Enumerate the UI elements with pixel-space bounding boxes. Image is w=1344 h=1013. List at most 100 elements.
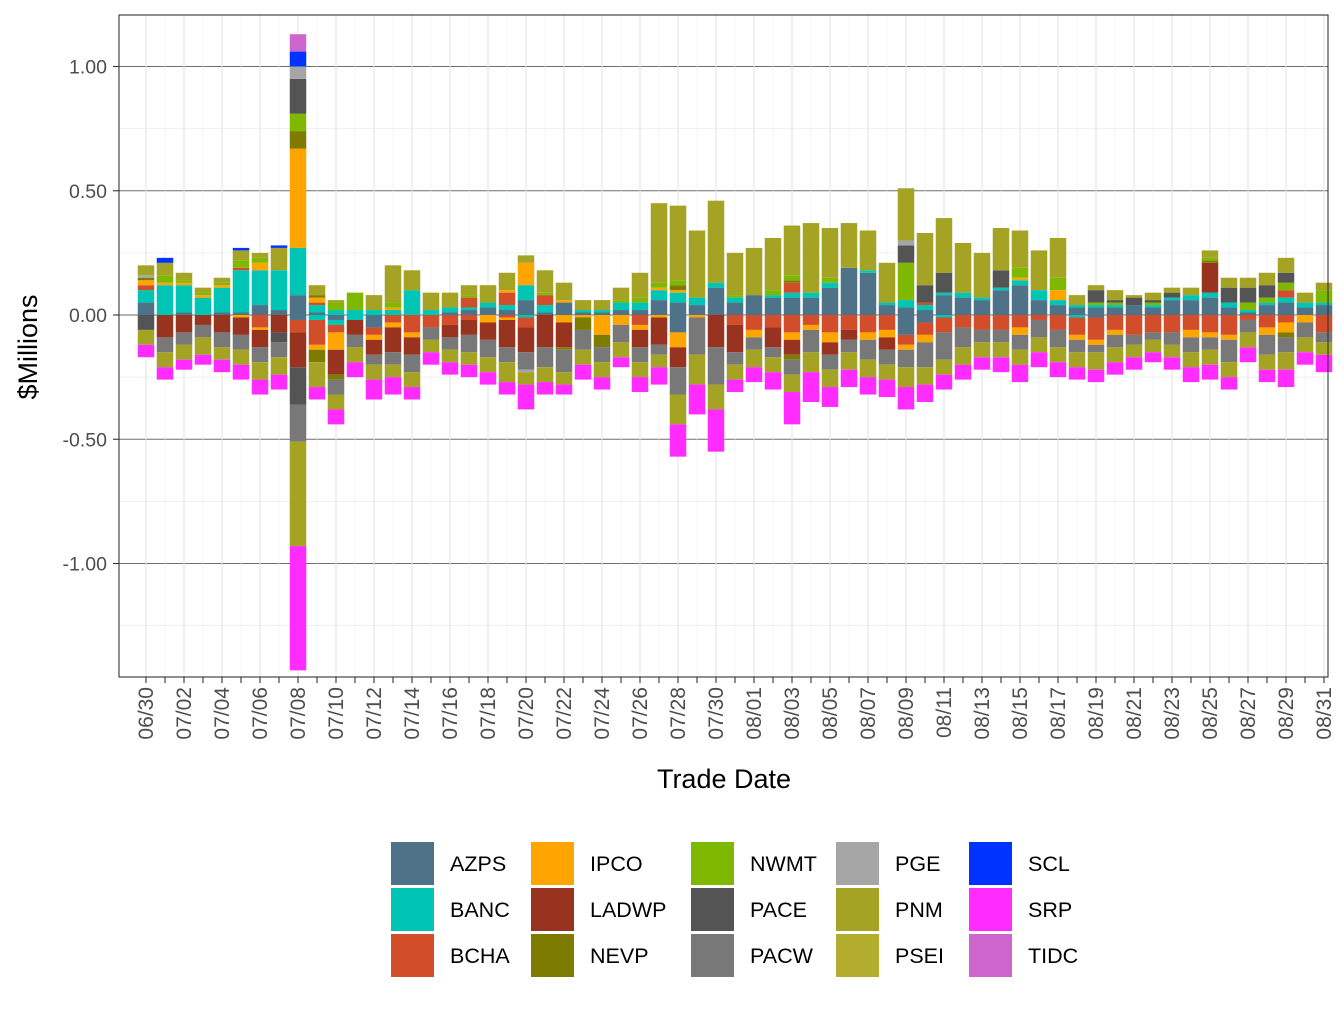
- legend-swatch: [691, 888, 734, 931]
- bar-segment-pnm: [517, 255, 535, 263]
- bar-segment-banc: [346, 315, 364, 320]
- bar-segment-bcha: [1106, 315, 1124, 330]
- bar-segment-nevp: [1277, 332, 1295, 338]
- bar-segment-azps: [308, 312, 326, 315]
- bar-segment-bcha: [916, 302, 934, 306]
- bar-segment-pnm: [631, 362, 649, 378]
- bar-segment-srp: [346, 362, 364, 378]
- bar-segment-azps: [536, 312, 554, 315]
- bar-segment-pnm: [270, 357, 288, 375]
- bar-segment-banc: [574, 310, 592, 313]
- bar-segment-banc: [251, 270, 269, 306]
- bar-segment-ipco: [859, 332, 877, 340]
- bar-segment-bcha: [536, 295, 554, 306]
- bar-segment-pnm: [1144, 339, 1162, 353]
- legend-swatch: [836, 934, 879, 977]
- bar-segment-pace: [935, 272, 953, 293]
- bar-segment-srp: [612, 357, 630, 368]
- bar-segment-azps: [916, 315, 934, 323]
- bar-segment-srp: [973, 357, 991, 370]
- bar-segment-srp: [1277, 369, 1295, 388]
- bar-segment-nwmt: [346, 292, 364, 311]
- x-tick-label: 08/19: [1085, 687, 1108, 740]
- legend-item-scl: SCL: [969, 842, 1070, 885]
- bar-segment-bcha: [517, 317, 535, 328]
- bar-segment-pnm: [688, 354, 706, 385]
- bar-segment-pnm: [783, 225, 801, 276]
- bar-segment-azps: [897, 315, 915, 335]
- bar-segment-bcha: [308, 319, 326, 345]
- bar-segment-pnm: [631, 272, 649, 298]
- bar-segment-pnm: [1087, 352, 1105, 370]
- x-tick-label: 08/27: [1237, 687, 1260, 740]
- bar-segment-pnm: [1182, 352, 1200, 368]
- bar-segment-srp: [669, 424, 687, 457]
- bar-segment-pnm: [1239, 277, 1257, 288]
- bar-segment-srp: [1163, 357, 1181, 370]
- bar-segment-banc: [726, 297, 744, 303]
- bar-segment-banc: [403, 290, 421, 315]
- bar-segment-srp: [1201, 364, 1219, 380]
- bar-segment-ladwp: [365, 339, 383, 355]
- bar-segment-pacw: [897, 349, 915, 368]
- bar-segment-nwmt: [213, 282, 231, 286]
- bar-segment-ladwp: [251, 329, 269, 348]
- bar-segment-pacw: [460, 334, 478, 353]
- bar-segment-nwmt: [1258, 297, 1276, 303]
- bar-segment-ladwp: [707, 315, 725, 348]
- bar-segment-ladwp: [384, 327, 402, 353]
- bar-segment-pnm: [441, 349, 459, 363]
- bar-segment-azps: [289, 315, 307, 320]
- x-tick-label: 08/09: [895, 687, 918, 740]
- bar-segment-pnm: [1030, 250, 1048, 291]
- bar-segment-banc: [308, 305, 326, 313]
- bar-segment-ipco: [384, 307, 402, 311]
- bar-segment-pnm: [1106, 347, 1124, 363]
- bar-segment-srp: [232, 364, 250, 380]
- bar-segment-pnm: [935, 218, 953, 273]
- bar-segment-srp: [441, 362, 459, 375]
- bar-segment-pacw: [327, 379, 345, 395]
- bar-segment-srp: [878, 379, 896, 398]
- bar-segment-bcha: [137, 285, 155, 291]
- bar-segment-srp: [707, 409, 725, 452]
- bar-segment-pnm: [1258, 272, 1276, 286]
- bar-segment-banc: [517, 315, 535, 318]
- bar-segment-pnm: [213, 347, 231, 360]
- legend-label: BCHA: [450, 944, 510, 968]
- bar-segment-pacw: [992, 329, 1010, 343]
- bar-segment-pnm: [384, 265, 402, 303]
- bar-segment-pace: [1220, 287, 1238, 303]
- bar-segment-pnm: [1277, 257, 1295, 273]
- bar-segment-bcha: [1049, 315, 1067, 330]
- bar-segment-azps: [213, 312, 231, 315]
- bar-segment-pnm: [612, 342, 630, 358]
- bar-segment-ipco: [308, 344, 326, 350]
- bar-segment-bcha: [992, 315, 1010, 330]
- bar-segment-pacw: [517, 352, 535, 370]
- bar-segment-pnm: [365, 295, 383, 311]
- bar-segment-pace: [1163, 292, 1181, 298]
- bar-segment-ipco: [897, 344, 915, 350]
- bar-segment-nwmt: [1277, 282, 1295, 291]
- bar-segment-banc: [783, 292, 801, 298]
- bar-segment-pnm: [308, 285, 326, 296]
- bar-segment-azps: [1087, 307, 1105, 315]
- bar-segment-pnm: [232, 349, 250, 365]
- x-tick-label: 07/06: [249, 687, 272, 740]
- y-axis: 1.00 0.50 0.00 -0.50 -1.00: [63, 57, 119, 576]
- bar-segment-azps: [1087, 315, 1105, 318]
- bar-segment-banc: [327, 310, 345, 315]
- bar-segment-azps: [270, 310, 288, 315]
- bar-segment-nevp: [1201, 260, 1219, 263]
- legend-item-tidc: TIDC: [969, 934, 1078, 977]
- x-tick-label: 08/07: [857, 687, 880, 740]
- bar-segment-banc: [1296, 302, 1314, 308]
- legend-label: NWMT: [750, 852, 817, 876]
- bar-segment-pace: [1239, 287, 1257, 303]
- bar-segment-pnm: [840, 352, 858, 370]
- x-tick-label: 07/26: [629, 687, 652, 740]
- bar-segment-pnm: [137, 265, 155, 276]
- bar-segment-pacw: [1106, 334, 1124, 348]
- bar-segment-srp: [631, 377, 649, 393]
